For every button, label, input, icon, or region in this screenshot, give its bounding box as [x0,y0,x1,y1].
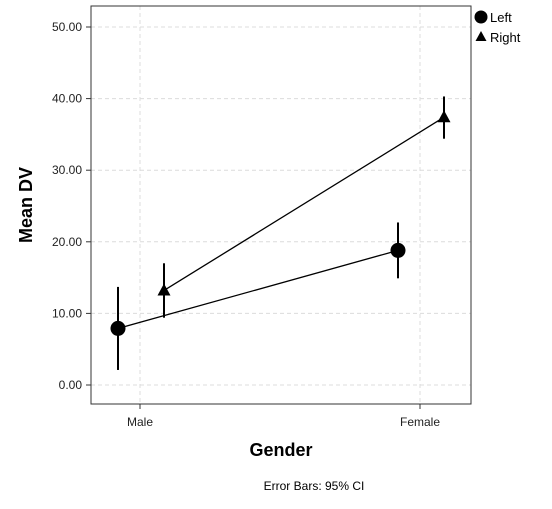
plot-area [91,6,471,404]
y-tick-label: 50.00 [52,20,82,34]
y-axis-title: Mean DV [16,167,36,243]
legend-item-left: Left [474,10,512,25]
series-layer [110,96,451,370]
legend-triangle-icon [475,31,487,41]
x-axis-title: Gender [249,440,312,460]
legend-label: Left [490,10,512,25]
series-right [157,96,451,318]
y-tick-label: 40.00 [52,92,82,106]
legend: Left Right [474,10,521,45]
x-tick-label: Male [127,415,153,429]
data-point-circle [110,320,126,336]
legend-label: Right [490,30,521,45]
y-tick-label: 20.00 [52,235,82,249]
y-tick-label: 10.00 [52,306,82,320]
x-tick-label: Female [400,415,440,429]
series-line [163,116,445,292]
x-axis: Male Female [127,404,440,429]
footnote: Error Bars: 95% CI [264,479,365,493]
legend-item-right: Right [475,30,521,45]
plot-frame [90,5,472,405]
y-axis: 0.00 10.00 20.00 30.00 40.00 50.00 [52,20,91,392]
y-tick-label: 0.00 [59,378,83,392]
data-point-triangle [157,283,171,296]
grid [91,6,471,404]
data-point-circle [390,242,406,258]
data-point-triangle [437,110,451,123]
legend-circle-icon [474,10,488,24]
y-tick-label: 30.00 [52,163,82,177]
